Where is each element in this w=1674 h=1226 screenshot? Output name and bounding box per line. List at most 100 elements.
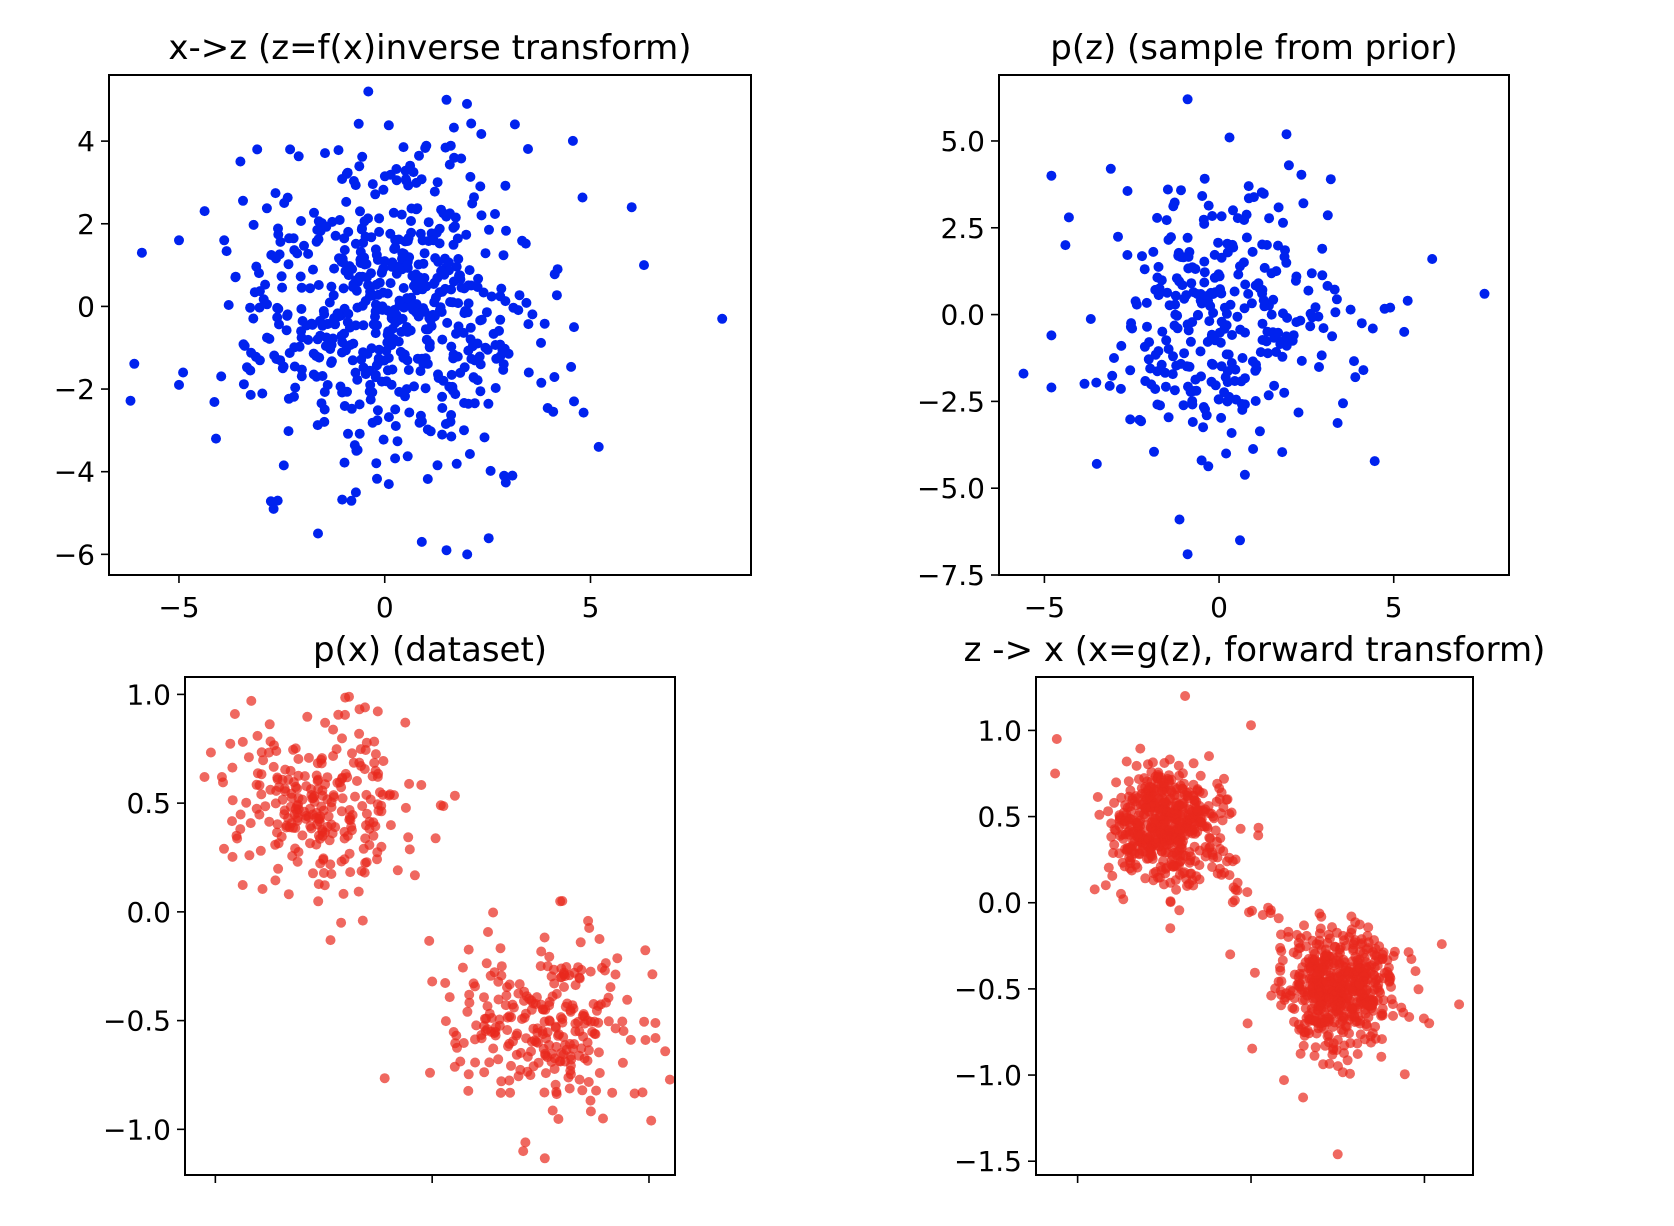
data-point xyxy=(1143,834,1154,844)
scatter-points xyxy=(199,691,675,1164)
data-point xyxy=(1307,312,1318,323)
data-point xyxy=(360,702,370,713)
data-point xyxy=(1172,310,1183,321)
data-point xyxy=(555,1012,566,1023)
data-point xyxy=(297,830,308,841)
data-point xyxy=(1125,414,1136,425)
data-point xyxy=(1157,326,1168,337)
data-point xyxy=(325,344,336,354)
data-point xyxy=(536,946,547,957)
data-point xyxy=(1187,396,1198,406)
data-point xyxy=(290,382,301,393)
data-point xyxy=(1170,290,1181,301)
data-point xyxy=(1246,298,1257,309)
data-point xyxy=(1144,337,1155,348)
data-point xyxy=(261,203,272,214)
data-point xyxy=(354,399,365,410)
data-point xyxy=(395,346,406,357)
data-point xyxy=(557,896,568,906)
data-point xyxy=(1363,922,1374,933)
data-point xyxy=(385,820,396,831)
data-point xyxy=(1436,939,1447,950)
data-point xyxy=(352,374,363,385)
data-point xyxy=(415,228,426,239)
data-point xyxy=(360,858,371,868)
data-point xyxy=(400,802,411,813)
data-point xyxy=(276,271,287,282)
data-point xyxy=(1204,751,1214,762)
data-point xyxy=(361,737,372,748)
data-point xyxy=(338,888,349,899)
data-point xyxy=(506,1060,516,1071)
data-point xyxy=(357,801,368,811)
data-point xyxy=(1340,1021,1351,1031)
data-point xyxy=(1242,1018,1253,1029)
data-point xyxy=(1177,868,1188,879)
data-point xyxy=(1361,998,1372,1009)
data-point xyxy=(392,865,403,876)
data-point xyxy=(372,415,383,426)
data-point xyxy=(1339,987,1350,998)
data-point xyxy=(1136,416,1147,427)
data-point xyxy=(1216,412,1227,423)
y-tick-label: −5.0 xyxy=(917,472,985,505)
data-point xyxy=(238,195,248,206)
data-point xyxy=(308,868,318,879)
data-point xyxy=(326,802,337,813)
data-point xyxy=(463,345,474,356)
data-point xyxy=(325,935,336,946)
data-point xyxy=(1209,272,1220,283)
data-point xyxy=(432,273,443,283)
data-point xyxy=(1148,246,1159,257)
data-point xyxy=(1346,911,1357,922)
data-point xyxy=(593,1047,604,1058)
data-point xyxy=(464,989,475,1000)
data-point xyxy=(199,206,210,217)
data-point xyxy=(1332,1034,1343,1045)
data-point xyxy=(306,784,316,795)
data-point xyxy=(1190,828,1201,839)
data-point xyxy=(464,997,475,1008)
data-point xyxy=(1278,217,1288,228)
data-point xyxy=(551,290,562,301)
data-point xyxy=(211,433,221,444)
y-tick-label: 5.0 xyxy=(940,125,985,158)
data-point xyxy=(299,240,309,251)
data-point xyxy=(282,310,293,321)
data-point xyxy=(296,216,306,226)
data-point xyxy=(456,282,467,293)
data-point xyxy=(254,268,264,279)
data-point xyxy=(459,362,470,373)
data-point xyxy=(1332,967,1342,978)
data-point xyxy=(544,1000,555,1011)
data-point xyxy=(1314,908,1325,919)
data-point xyxy=(1479,288,1490,299)
data-point xyxy=(400,165,411,176)
data-point xyxy=(582,1037,593,1048)
data-point xyxy=(415,410,426,421)
data-point xyxy=(1238,257,1249,268)
data-point xyxy=(1290,275,1301,286)
data-point xyxy=(1327,331,1338,342)
data-point xyxy=(1173,247,1184,258)
data-point xyxy=(577,1010,588,1021)
data-point xyxy=(398,142,409,153)
data-point xyxy=(591,1085,602,1096)
data-point xyxy=(419,248,430,259)
data-point xyxy=(270,188,281,199)
data-point xyxy=(272,312,283,323)
data-point xyxy=(320,779,331,790)
data-point xyxy=(280,764,291,775)
data-point xyxy=(551,1086,562,1097)
data-point xyxy=(1262,348,1273,359)
data-point xyxy=(432,177,443,188)
data-point xyxy=(494,325,504,336)
data-point xyxy=(1155,828,1166,839)
data-point xyxy=(612,953,623,964)
data-point xyxy=(342,317,353,328)
data-point xyxy=(1131,299,1142,310)
data-point xyxy=(488,1043,499,1054)
data-point xyxy=(289,342,300,353)
data-point xyxy=(1174,276,1185,287)
data-point xyxy=(402,451,413,462)
